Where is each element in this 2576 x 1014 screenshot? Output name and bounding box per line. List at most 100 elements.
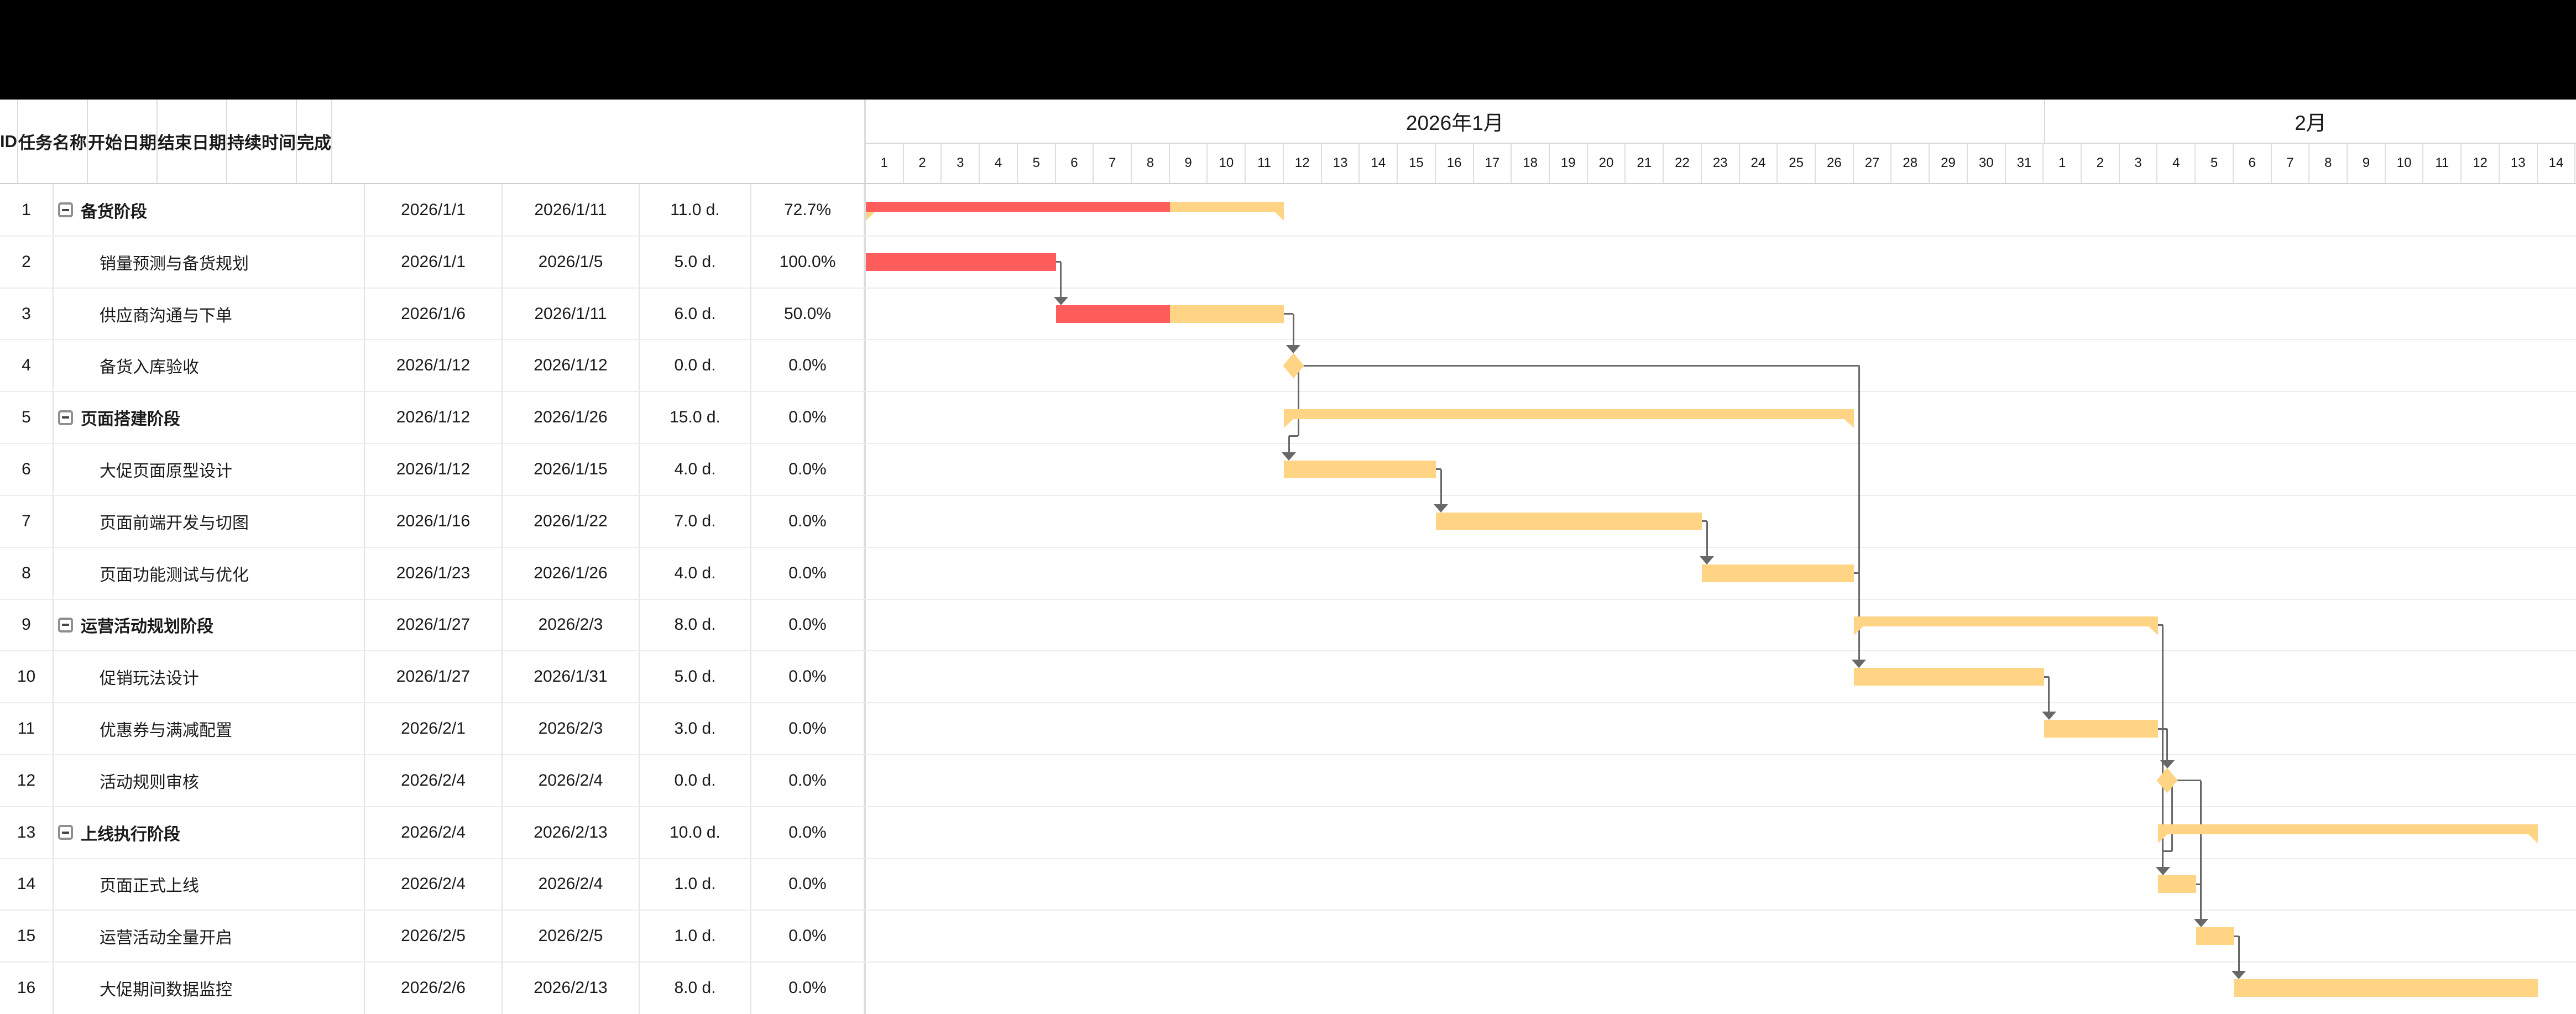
collapse-minus-icon[interactable] <box>58 410 73 425</box>
cell-task-name: 上线执行阶段 <box>54 806 365 859</box>
link-arrow-icon <box>2232 971 2246 980</box>
link-arrow-icon <box>1434 504 1448 513</box>
cell-end-date: 2026/2/3 <box>503 599 640 651</box>
gantt-task-bar[interactable] <box>2234 979 2538 997</box>
link-line <box>1289 435 1299 437</box>
table-row[interactable]: 11 优惠券与满减配置 2026/2/1 2026/2/3 3.0 d. 0.0% <box>0 703 865 755</box>
cell-percent: 0.0% <box>751 754 865 807</box>
day-header-cell: 4 <box>980 143 1018 183</box>
day-header-cell: 23 <box>1702 143 1740 183</box>
table-row[interactable]: 9 运营活动规划阶段 2026/1/27 2026/2/3 8.0 d. 0.0% <box>0 599 865 651</box>
day-header-cell: 5 <box>1018 143 1056 183</box>
row-grid-line <box>0 961 2576 963</box>
cell-duration: 7.0 d. <box>640 495 751 547</box>
cell-start-date: 2026/1/27 <box>365 599 503 651</box>
link-line <box>2171 780 2173 851</box>
table-row[interactable]: 7 页面前端开发与切图 2026/1/16 2026/1/22 7.0 d. 0.0% <box>0 495 865 547</box>
link-line <box>2175 780 2201 782</box>
gantt-task-bar[interactable] <box>1436 512 1702 530</box>
column-header-duration: 持续时间 <box>227 100 297 183</box>
collapse-minus-icon[interactable] <box>58 202 73 218</box>
table-row[interactable]: 1 备货阶段 2026/1/1 2026/1/11 11.0 d. 72.7% <box>0 184 865 236</box>
day-header-cell: 11 <box>2423 143 2462 183</box>
table-row[interactable]: 12 活动规则审核 2026/2/4 2026/2/4 0.0 d. 0.0% <box>0 754 865 807</box>
link-line <box>1292 313 1294 347</box>
cell-task-name: 页面正式上线 <box>54 858 365 911</box>
cell-task-name: 大促页面原型设计 <box>54 443 365 495</box>
collapse-minus-icon[interactable] <box>58 825 73 840</box>
summary-end-tail <box>866 211 875 221</box>
month-label: 2026年1月 <box>1405 112 1504 134</box>
day-header-cell: 9 <box>2348 143 2386 183</box>
table-row[interactable]: 13 上线执行阶段 2026/2/4 2026/2/13 10.0 d. 0.0% <box>0 806 865 859</box>
link-arrow-icon <box>1286 345 1301 354</box>
link-arrow-icon <box>2193 919 2208 928</box>
cell-duration: 8.0 d. <box>640 962 751 1014</box>
cell-id: 2 <box>0 236 54 288</box>
cell-percent: 0.0% <box>751 703 865 755</box>
table-row[interactable]: 14 页面正式上线 2026/2/4 2026/2/4 1.0 d. 0.0% <box>0 858 865 911</box>
cell-task-name: 页面功能测试与优化 <box>54 547 365 599</box>
collapse-minus-icon[interactable] <box>58 617 73 633</box>
gantt-task-bar[interactable] <box>2044 720 2158 738</box>
cell-percent: 0.0% <box>751 599 865 651</box>
table-row[interactable]: 3 供应商沟通与下单 2026/1/6 2026/1/11 6.0 d. 50.0% <box>0 288 865 340</box>
day-header-cell: 16 <box>1436 143 1474 183</box>
cell-duration: 1.0 d. <box>640 858 751 911</box>
day-header-cell: 8 <box>1132 143 1170 183</box>
link-line <box>2238 936 2240 973</box>
day-header-cell: 3 <box>942 143 980 183</box>
cell-start-date: 2026/2/1 <box>365 703 503 755</box>
table-row[interactable]: 2 销量预测与备货规划 2026/1/1 2026/1/5 5.0 d. 100.0% <box>0 236 865 288</box>
row-grid-line <box>0 546 2576 548</box>
cell-id: 15 <box>0 910 54 963</box>
gantt-summary-progress <box>866 201 1170 212</box>
day-header-cell: 1 <box>2044 143 2082 183</box>
link-line <box>2157 624 2163 626</box>
cell-id: 12 <box>0 754 54 807</box>
cell-id: 13 <box>0 806 54 859</box>
link-line <box>2196 883 2201 885</box>
table-row[interactable]: 6 大促页面原型设计 2026/1/12 2026/1/15 4.0 d. 0.0% <box>0 443 865 495</box>
gantt-summary-bar[interactable] <box>1284 409 1854 420</box>
cell-end-date: 2026/1/11 <box>503 184 640 236</box>
table-row[interactable]: 15 运营活动全量开启 2026/2/5 2026/2/5 1.0 d. 0.0% <box>0 910 865 963</box>
table-header-bottom-line <box>0 183 2576 184</box>
cell-end-date: 2026/2/4 <box>503 858 640 911</box>
table-chart-divider <box>864 100 866 1014</box>
table-row[interactable]: 10 促销玩法设计 2026/1/27 2026/1/31 5.0 d. 0.0% <box>0 651 865 703</box>
link-line <box>1702 520 1707 522</box>
link-line <box>1284 313 1294 315</box>
cell-duration: 5.0 d. <box>640 236 751 288</box>
gantt-summary-bar[interactable] <box>2157 824 2538 834</box>
gantt-task-bar[interactable] <box>1702 564 1854 582</box>
gantt-task-bar[interactable] <box>1854 668 2044 686</box>
gantt-task-progress <box>866 253 1056 271</box>
table-row[interactable]: 8 页面功能测试与优化 2026/1/23 2026/1/26 4.0 d. 0.0% <box>0 547 865 599</box>
gantt-summary-bar[interactable] <box>1854 616 2158 627</box>
day-header-cell: 13 <box>2500 143 2538 183</box>
cell-duration: 3.0 d. <box>640 703 751 755</box>
table-row[interactable]: 5 页面搭建阶段 2026/1/12 2026/1/26 15.0 d. 0.0% <box>0 391 865 444</box>
link-arrow-icon <box>2041 712 2056 720</box>
gantt-milestone-diamond[interactable] <box>2156 767 2178 793</box>
gantt-milestone-diamond[interactable] <box>1282 353 1304 379</box>
table-row[interactable]: 4 备货入库验收 2026/1/12 2026/1/12 0.0 d. 0.0% <box>0 339 865 392</box>
cell-percent: 0.0% <box>751 962 865 1014</box>
table-row[interactable]: 16 大促期间数据监控 2026/2/6 2026/2/13 8.0 d. 0.0% <box>0 962 865 1014</box>
cell-start-date: 2026/1/12 <box>365 339 503 392</box>
gantt-task-bar[interactable] <box>2196 927 2234 945</box>
cell-percent: 0.0% <box>751 391 865 444</box>
gantt-task-bar[interactable] <box>1284 460 1436 478</box>
cell-task-name: 页面搭建阶段 <box>54 391 365 444</box>
cell-start-date: 2026/2/4 <box>365 806 503 859</box>
month-label: 2月 <box>2044 100 2576 143</box>
cell-end-date: 2026/1/22 <box>503 495 640 547</box>
gantt-task-bar[interactable] <box>2157 875 2196 893</box>
cell-end-date: 2026/1/5 <box>503 236 640 288</box>
cell-id: 3 <box>0 288 54 340</box>
link-line <box>2200 884 2202 921</box>
cell-id: 4 <box>0 339 54 392</box>
row-grid-line <box>0 391 2576 393</box>
timeline-day-header: 1 2 3 4 5 6 7 8 9 10 11 12 13 14 15 16 17 18 19 20 21 22 23 24 2… <box>866 143 2576 183</box>
